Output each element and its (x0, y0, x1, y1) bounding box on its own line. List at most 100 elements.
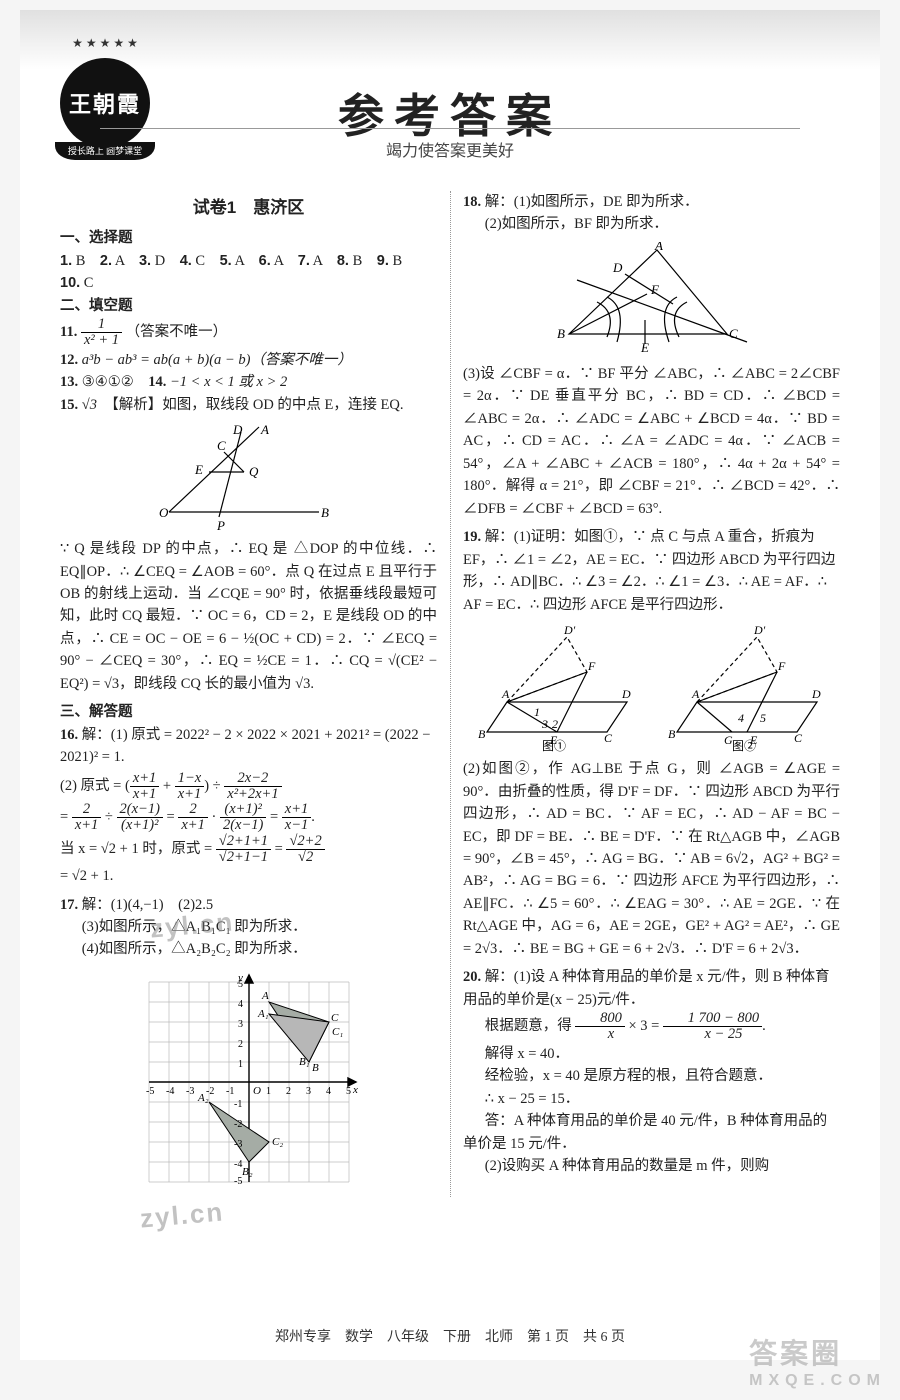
svg-text:A: A (261, 990, 269, 1002)
svg-text:A: A (691, 687, 700, 701)
svg-text:D': D' (563, 623, 576, 637)
svg-text:5: 5 (760, 711, 766, 725)
q17-4: (4)如图所示，△A₂B₂C₂ 即为所求． (60, 938, 437, 960)
brand-en: MXQE.COM (749, 1372, 886, 1390)
q18-2: (2)如图所示，BF 即为所求． (463, 213, 840, 235)
q18-body: (3)设 ∠CBF = α．∵ BF 平分 ∠ABC，∴ ∠ABC = 2∠CB… (463, 363, 840, 520)
page: ★ ★ ★ ★ ★ 王朝霞 授长路上 圆梦课堂 参考答案 竭力使答案更美好 试卷… (20, 10, 880, 1360)
svg-text:图②: 图② (732, 739, 756, 752)
svg-text:B: B (478, 727, 486, 741)
q17-1: 17. 解：(1)(4,−1) (2)2.5 (60, 894, 437, 916)
q19-1: 19. 解：(1)证明：如图①，∵ 点 C 与点 A 重合，折痕为 EF，∴ ∠… (463, 526, 840, 616)
svg-text:4: 4 (326, 1086, 331, 1097)
svg-text:3: 3 (238, 1019, 243, 1030)
page-subtitle: 竭力使答案更美好 (372, 137, 528, 161)
svg-text:图①: 图① (542, 739, 566, 752)
figure-q18: A B C D E F (547, 242, 757, 357)
svg-text:D: D (621, 687, 631, 701)
svg-text:1: 1 (534, 705, 540, 719)
svg-text:B: B (312, 1062, 319, 1074)
svg-text:D': D' (753, 623, 766, 637)
svg-text:F: F (777, 659, 786, 673)
svg-text:C₁: C₁ (332, 1026, 343, 1038)
svg-text:3: 3 (541, 717, 548, 731)
svg-text:4: 4 (238, 999, 243, 1010)
svg-text:Q: Q (249, 464, 259, 479)
svg-text:A: A (501, 687, 510, 701)
figure-q15: O P B E C Q D A (149, 422, 349, 532)
svg-text:2: 2 (286, 1086, 291, 1097)
svg-text:-2: -2 (206, 1086, 214, 1097)
svg-text:2: 2 (552, 717, 558, 731)
q11-note: （答案不唯一） (126, 324, 228, 340)
svg-text:D: D (232, 422, 243, 437)
svg-text:1: 1 (266, 1086, 271, 1097)
svg-text:2: 2 (238, 1039, 243, 1050)
figure-q19: AD BC EF D' 132 图① AD BC GE FD' 45 图② (472, 622, 832, 752)
svg-text:P: P (216, 518, 225, 532)
svg-text:E: E (194, 462, 203, 477)
q15-body: ∵ Q 是线段 DP 的中点，∴ EQ 是 △DOP 的中位线．∴ EQ∥OP．… (60, 538, 437, 695)
svg-text:O: O (253, 1085, 261, 1097)
svg-text:-3: -3 (234, 1139, 242, 1150)
q20-6: 答：A 种体育用品的单价是 40 元/件，B 种体育用品的单价是 15 元/件． (463, 1110, 840, 1155)
svg-text:C: C (794, 731, 803, 745)
svg-text:-4: -4 (234, 1159, 242, 1170)
q20-1: 20. 解：(1)设 A 种体育用品的单价是 x 元/件，则 B 种体育用品的单… (463, 966, 840, 1011)
svg-text:-1: -1 (226, 1086, 234, 1097)
q16-1: 16. 解：(1) 原式 = 2022² − 2 × 2022 × 2021 +… (60, 724, 437, 769)
svg-text:-5: -5 (146, 1086, 154, 1097)
svg-text:B: B (557, 326, 565, 341)
svg-text:C: C (729, 326, 738, 341)
svg-text:-4: -4 (166, 1086, 174, 1097)
svg-text:F: F (650, 282, 660, 297)
q15-head: 15. √3 【解析】如图，取线段 OD 的中点 E，连接 EQ. (60, 394, 437, 416)
logo-stars: ★ ★ ★ ★ ★ (50, 36, 160, 51)
content-columns: 试卷1 惠济区 一、选择题 1. B 2. A 3. D 4. C 5. A 6… (60, 191, 840, 1197)
svg-text:B: B (321, 505, 329, 520)
svg-text:A₁: A₁ (257, 1008, 269, 1020)
svg-text:C: C (604, 731, 613, 745)
svg-text:C: C (217, 438, 226, 453)
svg-text:x: x (352, 1084, 358, 1096)
section1-label: 一、选择题 (60, 227, 437, 249)
header: 参考答案 竭力使答案更美好 (60, 80, 840, 161)
section2-label: 二、填空题 (60, 295, 437, 317)
svg-text:C₂: C₂ (272, 1136, 283, 1148)
svg-text:B₁: B₁ (299, 1056, 310, 1068)
svg-text:5: 5 (346, 1086, 351, 1097)
q16-2: (2) 原式 = (x+1x+1 + 1−xx+1) ÷ 2x−2x²+2x+1… (60, 771, 437, 888)
svg-text:4: 4 (738, 711, 744, 725)
section3-label: 三、解答题 (60, 701, 437, 723)
svg-text:B₂: B₂ (242, 1166, 253, 1178)
watermark-brand: 答案圈 MXQE.COM (749, 1332, 886, 1390)
svg-text:C: C (331, 1012, 339, 1024)
svg-text:5: 5 (238, 979, 243, 990)
svg-text:3: 3 (306, 1086, 311, 1097)
svg-text:-1: -1 (234, 1099, 242, 1110)
svg-text:F: F (587, 659, 596, 673)
header-rule (100, 128, 800, 129)
svg-text:A: A (654, 242, 663, 253)
q20-7: (2)设购买 A 种体育用品的数量是 m 件，则购 (463, 1155, 840, 1177)
svg-text:1: 1 (238, 1059, 243, 1070)
svg-text:E: E (640, 340, 649, 355)
paper-heading: 试卷1 惠济区 (60, 195, 437, 221)
q18-1: 18. 解：(1)如图所示，DE 即为所求． (463, 191, 840, 213)
q20-4: 经检验，x = 40 是原方程的根，且符合题意． (463, 1065, 840, 1087)
figure-q17: ACB A₁C₁B₁ A₂C₂B₂ Oxy -5-4-3 -2-1 123 45… (134, 967, 364, 1197)
q20-eq: 根据题意，得 800x × 3 = 1 700 − 800x − 25. (463, 1011, 840, 1042)
choice-answers: 1. B 2. A 3. D 4. C 5. A 6. A 7. A 8. B … (60, 250, 437, 295)
svg-text:A: A (260, 422, 269, 437)
svg-text:B: B (668, 727, 676, 741)
watermark-2: zyl.cn (139, 1196, 226, 1234)
svg-text:-5: -5 (234, 1176, 242, 1187)
svg-text:-3: -3 (186, 1086, 194, 1097)
svg-text:-2: -2 (234, 1119, 242, 1130)
svg-text:D: D (811, 687, 821, 701)
svg-text:D: D (612, 260, 623, 275)
q17-3: (3)如图所示，△A₁B₁C₁ 即为所求． (60, 916, 437, 938)
q19-body: (2)如图②，作 AG⊥BE 于点 G，则 ∠AGB = ∠AGE = 90°．… (463, 758, 840, 960)
svg-text:O: O (159, 505, 169, 520)
brand-cn: 答案圈 (749, 1338, 842, 1369)
